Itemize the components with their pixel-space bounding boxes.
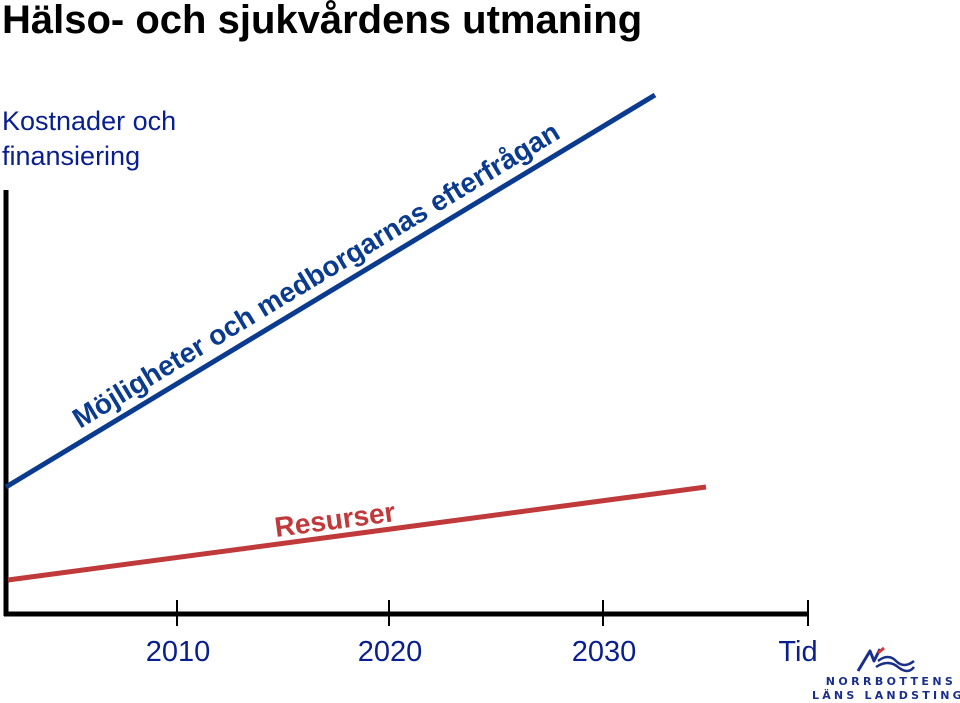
logo-text-line-1: NORRBOTTENS bbox=[825, 675, 957, 688]
y-axis-label-line-1: Kostnader och bbox=[2, 106, 177, 136]
logo-text-line-2: LÄNS LANDSTING bbox=[812, 689, 960, 702]
slide-title: Hälso- och sjukvårdens utmaning bbox=[2, 0, 643, 42]
x-tick-label-2020: 2020 bbox=[358, 636, 423, 668]
logo-wave-icon bbox=[856, 647, 915, 673]
y-axis-label: Kostnader och finansiering bbox=[2, 104, 222, 174]
norrbottens-lans-landsting-logo: NORRBOTTENS LÄNS LANDSTING bbox=[812, 644, 960, 703]
y-axis-label-line-2: finansiering bbox=[2, 141, 141, 171]
x-tick-label-2010: 2010 bbox=[146, 636, 211, 668]
series-line-demand bbox=[4, 92, 657, 490]
x-tick-label-2030: 2030 bbox=[572, 636, 637, 668]
series-line-resources bbox=[7, 484, 707, 583]
series-label-demand: Möjligheter och medborgarnas efterfrågan bbox=[67, 116, 565, 434]
x-axis-label: Tid bbox=[778, 636, 817, 668]
